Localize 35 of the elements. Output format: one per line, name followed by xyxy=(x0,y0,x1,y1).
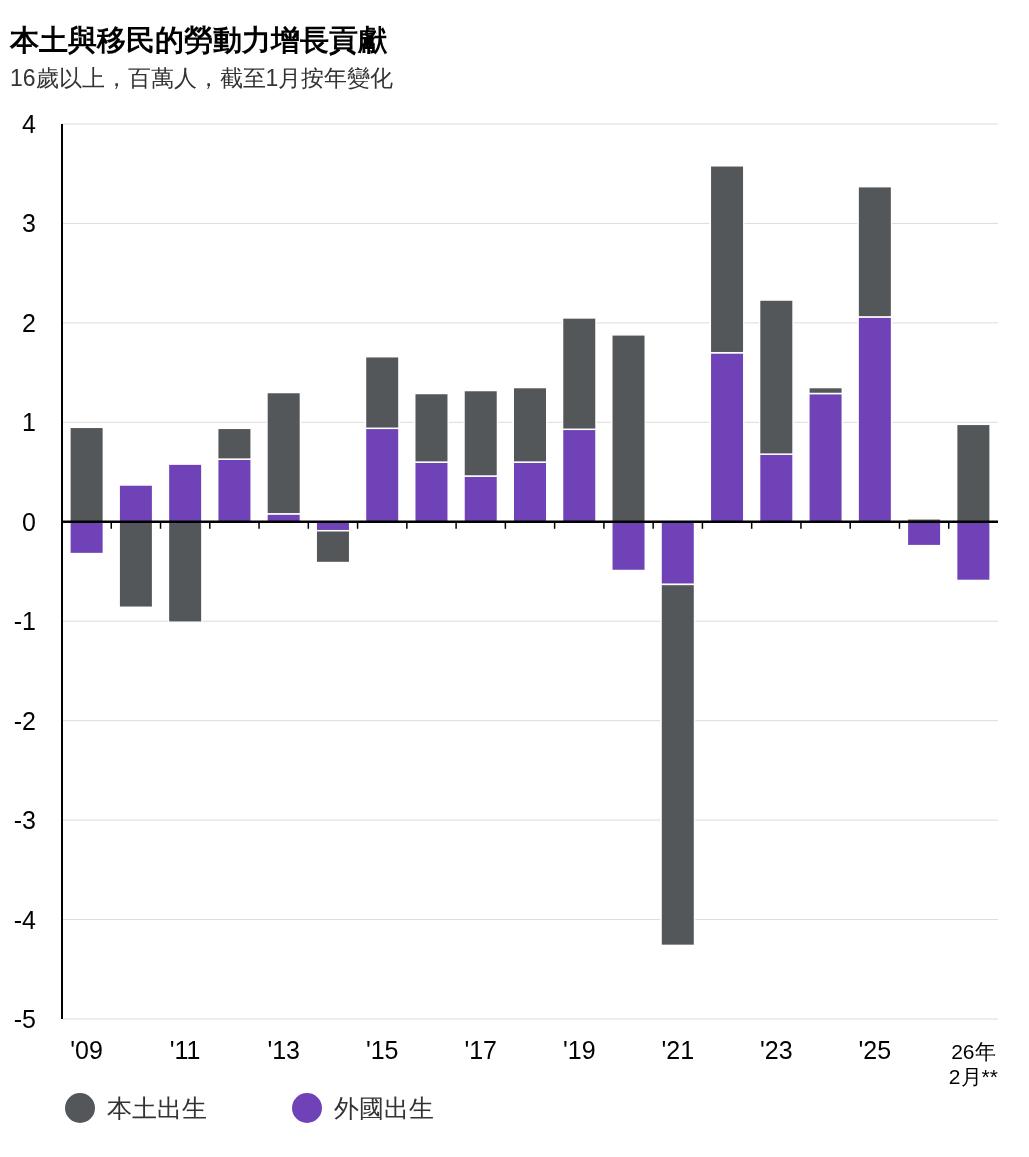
bar xyxy=(167,521,203,623)
y-tick-label: -3 xyxy=(13,806,36,835)
bar xyxy=(955,423,991,523)
y-tick-label: 2 xyxy=(22,308,36,337)
bar xyxy=(69,426,105,523)
x-tick-label: '21 xyxy=(661,1036,695,1064)
chart-title: 本土與移民的勞動力增長貢獻 xyxy=(9,24,388,56)
bar xyxy=(69,521,105,555)
bar xyxy=(167,463,203,523)
x-tick-label: '19 xyxy=(562,1036,596,1064)
y-tick-label: -4 xyxy=(13,905,37,934)
x-tick-label: '17 xyxy=(464,1036,498,1064)
bar xyxy=(611,334,647,523)
y-tick-label: -5 xyxy=(13,1005,36,1033)
y-tick-label: -1 xyxy=(13,607,36,636)
bar xyxy=(118,484,154,523)
x-tick-label: 26年 2月** xyxy=(948,1040,998,1088)
y-tick-label: 0 xyxy=(22,507,36,536)
y-tick-label: 3 xyxy=(22,209,36,238)
legend-label: 外國出生 xyxy=(334,1094,434,1122)
x-tick-label: '13 xyxy=(267,1036,300,1064)
y-tick-label: 1 xyxy=(22,408,36,437)
x-tick-label: '15 xyxy=(365,1036,399,1064)
bar xyxy=(906,521,942,547)
bar xyxy=(611,521,647,572)
x-tick-label: '09 xyxy=(70,1036,103,1064)
x-tick-label: '23 xyxy=(760,1036,793,1064)
y-tick-label: -2 xyxy=(13,706,36,735)
legend-label: 本土出生 xyxy=(107,1094,207,1122)
x-tick-label: '11 xyxy=(169,1036,201,1064)
chart-subtitle: 16歲以上，百萬人，截至1月按年變化 xyxy=(10,65,394,91)
y-tick-label: 4 xyxy=(22,110,37,138)
x-tick-label: '25 xyxy=(858,1036,892,1064)
bar xyxy=(955,521,991,582)
bar xyxy=(118,521,154,609)
